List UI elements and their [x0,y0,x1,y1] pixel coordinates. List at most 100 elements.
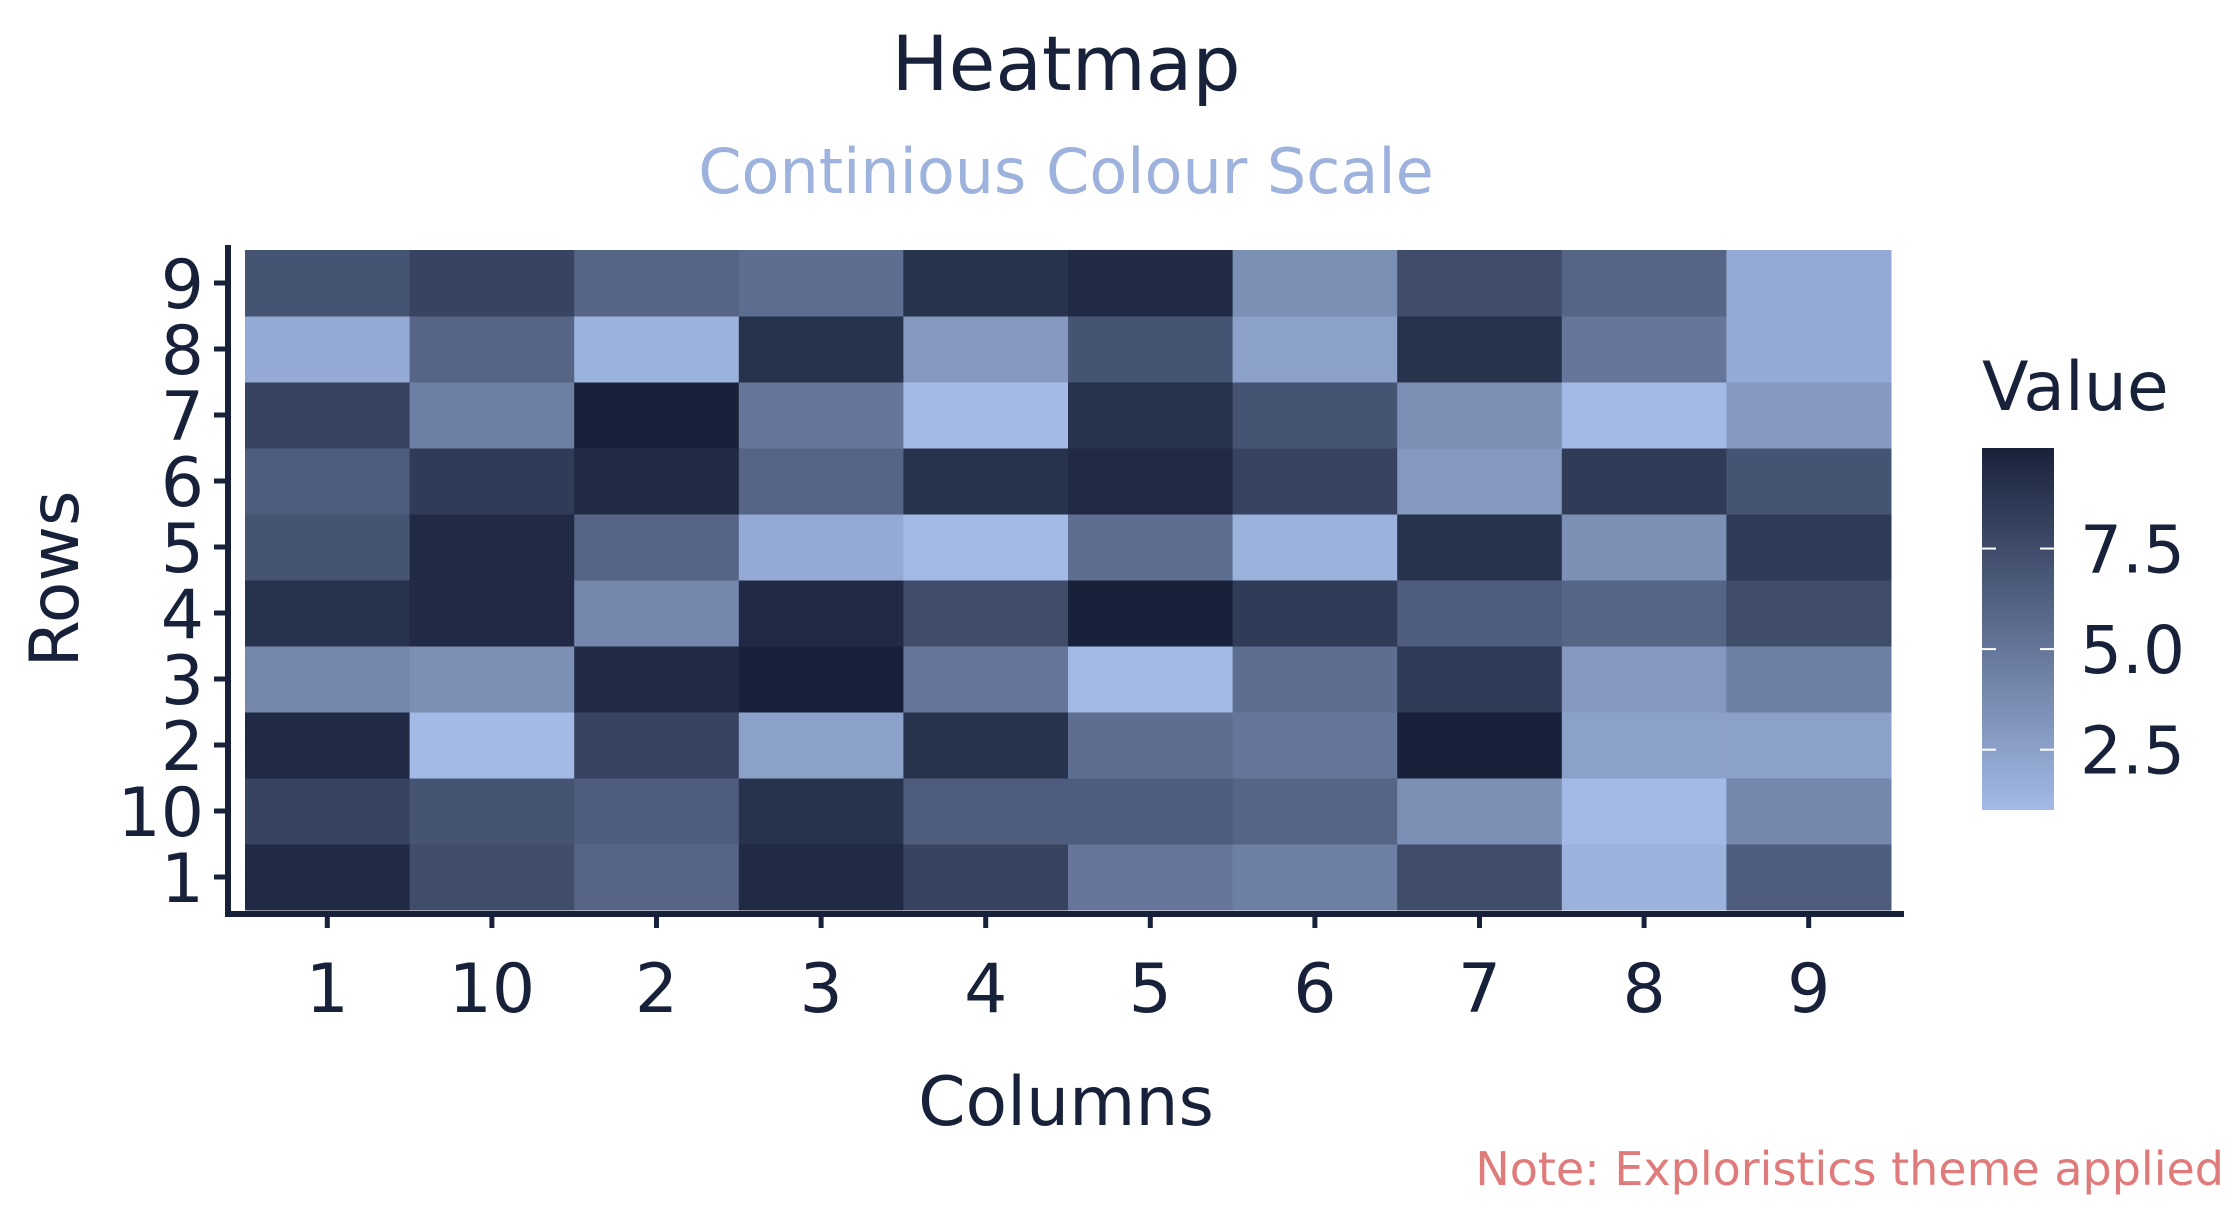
heatmap-cell [903,844,1069,911]
heatmap-cell [1232,382,1398,449]
heatmap-cell [1232,844,1398,911]
heatmap-cell [409,646,575,713]
heatmap-cell [1726,646,1892,713]
heatmap-cell [738,712,904,779]
heatmap-cell [903,778,1069,845]
x-tick-label: 6 [1293,950,1336,1029]
heatmap-cell [245,844,411,911]
heatmap-cell [409,514,575,581]
heatmap-cell [1232,316,1398,383]
heatmap-cell [1068,316,1234,383]
y-tick-label: 3 [161,642,204,721]
heatmap-cell [245,316,411,383]
heatmap-cell [574,514,740,581]
heatmap-cell [903,250,1069,317]
legend-ticks: 2.5 5.0 7.5 [1982,512,2185,790]
legend-tick-label: 2.5 [2080,713,2185,790]
heatmap-cell [574,448,740,515]
heatmap-cell [1232,514,1398,581]
heatmap-cell [1561,646,1727,713]
x-tick-label: 4 [964,950,1007,1029]
heatmap-cell [1726,382,1892,449]
heatmap-cell [574,712,740,779]
heatmap-cell [738,382,904,449]
heatmap-cell [574,778,740,845]
chart-subtitle: Continious Colour Scale [698,135,1434,208]
heatmap-cell [903,316,1069,383]
heatmap-cell [1232,580,1398,647]
axes [225,245,1904,917]
heatmap-cell [1561,250,1727,317]
heatmap-cell [1397,316,1563,383]
y-tick-label: 6 [161,444,204,523]
heatmap-cell [1397,646,1563,713]
heatmap-cell [1397,250,1563,317]
heatmap-cell [1726,250,1892,317]
heatmap-cell [903,514,1069,581]
y-tick-label: 10 [117,774,204,853]
heatmap-cell [245,382,411,449]
heatmap-cell [1232,448,1398,515]
heatmap-cell [574,844,740,911]
heatmap-cell [903,712,1069,779]
y-tick-label: 1 [161,840,204,919]
y-tick-label: 8 [161,312,204,391]
y-tick-label: 7 [161,378,204,457]
heatmap-cell [1561,712,1727,779]
heatmap-cell [574,316,740,383]
heatmap-cell [1068,712,1234,779]
heatmap-cell [738,514,904,581]
heatmap-cell [903,448,1069,515]
heatmap-cell [738,448,904,515]
heatmap-cell [245,514,411,581]
heatmap-cell [409,778,575,845]
y-tick-label: 2 [161,708,204,787]
heatmap-cell [1397,778,1563,845]
heatmap-cell [1561,316,1727,383]
heatmap-cell [574,646,740,713]
heatmap-cell [1068,646,1234,713]
heatmap-cell [1561,514,1727,581]
heatmap-cell [245,646,411,713]
heatmap-cell [1397,514,1563,581]
y-tick-label: 5 [161,510,204,589]
y-tick-label: 4 [161,576,204,655]
heatmap-cell [1726,448,1892,515]
heatmap-cell [1561,580,1727,647]
heatmap-cell [409,844,575,911]
heatmap-cell [409,316,575,383]
x-tick-label: 7 [1458,950,1501,1029]
heatmap-cell [1068,382,1234,449]
heatmap-cell [1726,316,1892,383]
heatmap-cell [574,382,740,449]
heatmap-cell [245,580,411,647]
heatmap-cell [574,580,740,647]
legend-tick-label: 5.0 [2080,612,2185,689]
chart-title: Heatmap [891,19,1240,108]
heatmap-cell [409,712,575,779]
chart-caption: Note: Exploristics theme applied [1475,1142,2224,1196]
heatmap-cell [1561,448,1727,515]
heatmap-cell [1232,646,1398,713]
heatmap-cell [738,316,904,383]
legend-tick-label: 7.5 [2080,512,2185,589]
heatmap-cell [903,382,1069,449]
x-tick-label: 9 [1787,950,1830,1029]
heatmap-cell [1232,250,1398,317]
heatmap-cell [1397,712,1563,779]
heatmap-cell [245,250,411,317]
heatmap-cell [409,448,575,515]
heatmap-cell [1561,844,1727,911]
heatmap-cell [1232,778,1398,845]
heatmap-cell [738,646,904,713]
heatmap-cell [1068,778,1234,845]
heatmap-cell [1726,514,1892,581]
color-legend: Value 2.5 5.0 7.5 [1982,348,2185,810]
x-tick-label: 1 [306,950,349,1029]
heatmap-cell [409,250,575,317]
x-tick-label: 5 [1129,950,1172,1029]
heatmap-cell [574,250,740,317]
heatmap-cells [245,250,1892,911]
heatmap-cell [1726,844,1892,911]
